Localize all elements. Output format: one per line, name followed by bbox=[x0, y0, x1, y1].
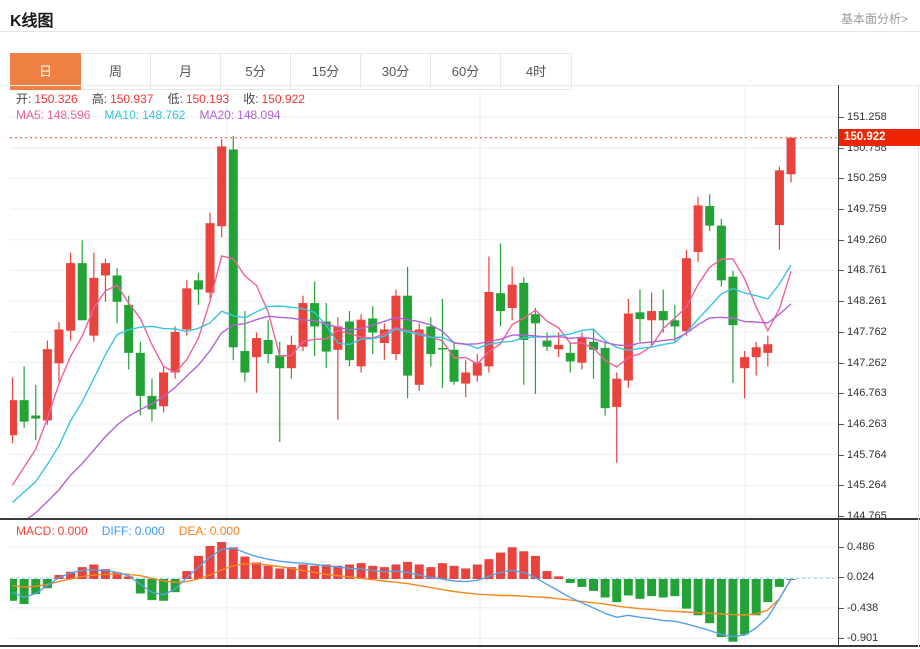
axis-tick bbox=[839, 331, 844, 333]
chart-top-border bbox=[0, 85, 920, 86]
axis-tick bbox=[839, 362, 844, 364]
price-axis-line bbox=[838, 85, 839, 647]
price-axis-label: 146.263 bbox=[847, 417, 887, 430]
axis-tick bbox=[839, 423, 844, 425]
axis-tick bbox=[839, 239, 844, 241]
tab-30分[interactable]: 30分 bbox=[361, 54, 431, 89]
readout-value: 0.000 bbox=[209, 524, 240, 538]
price-axis-label: 148.261 bbox=[847, 295, 887, 308]
ma-readout: MA5: 148.596 MA10: 148.762 MA20: 148.094 bbox=[16, 108, 295, 122]
price-axis-label: 151.258 bbox=[847, 111, 887, 123]
readout-label: MA10: bbox=[104, 108, 140, 122]
readout-label: DEA: bbox=[178, 524, 207, 538]
macd-axis-label: -0.901 bbox=[847, 632, 879, 645]
axis-tick bbox=[839, 577, 844, 579]
readout-value: 148.762 bbox=[142, 108, 186, 122]
readout-label: 高: bbox=[91, 92, 108, 106]
bottom-border bbox=[0, 645, 920, 647]
tab-4时[interactable]: 4时 bbox=[501, 54, 571, 89]
price-axis-label: 144.765 bbox=[847, 509, 887, 522]
readout-value: 148.094 bbox=[237, 108, 281, 122]
ohlc-readout: 开: 150.326 高: 150.937 低: 150.193 收: 150.922 bbox=[16, 90, 319, 107]
panel-separator bbox=[0, 518, 920, 520]
readout-label: 开: bbox=[16, 92, 32, 106]
readout-value: 0.000 bbox=[134, 524, 165, 538]
axis-tick bbox=[839, 454, 844, 456]
readout-label: MACD: bbox=[16, 524, 55, 538]
price-axis-label: 145.264 bbox=[847, 479, 887, 492]
axis-tick bbox=[839, 209, 844, 211]
readout-label: MA5: bbox=[16, 108, 45, 122]
axis-tick bbox=[839, 117, 844, 118]
tab-60分[interactable]: 60分 bbox=[431, 54, 501, 89]
tab-5分[interactable]: 5分 bbox=[221, 54, 291, 89]
macd-chart[interactable] bbox=[10, 520, 838, 646]
readout-value: 150.922 bbox=[261, 92, 305, 106]
macd-readout: MACD: 0.000 DIFF: 0.000 DEA: 0.000 bbox=[16, 524, 254, 538]
main-candlestick-chart[interactable] bbox=[10, 85, 838, 519]
axis-tick bbox=[839, 515, 844, 517]
readout-label: DIFF: bbox=[101, 524, 132, 538]
header-divider bbox=[0, 31, 920, 32]
readout-value: 150.193 bbox=[185, 92, 230, 106]
price-axis-label: 147.762 bbox=[847, 325, 887, 338]
axis-tick bbox=[839, 178, 844, 180]
axis-tick bbox=[839, 607, 844, 609]
readout-value: 150.937 bbox=[110, 92, 154, 106]
fundamental-analysis-link[interactable]: 基本面分析> bbox=[840, 12, 908, 26]
macd-axis-label: -0.438 bbox=[847, 601, 879, 614]
page-title: K线图 bbox=[10, 13, 54, 30]
tab-日[interactable]: 日 bbox=[10, 53, 81, 90]
axis-tick bbox=[839, 270, 844, 272]
readout-label: MA20: bbox=[199, 108, 235, 122]
axis-tick bbox=[839, 546, 844, 548]
axis-tick bbox=[839, 638, 844, 640]
readout-label: 收: bbox=[243, 92, 259, 106]
price-axis-label: 145.764 bbox=[847, 448, 887, 461]
axis-tick bbox=[839, 393, 844, 395]
timeframe-tabs: 日周月 5分 15分 30分 60分 4时 bbox=[10, 53, 572, 90]
macd-axis-label: 0.486 bbox=[847, 540, 875, 553]
readout-value: 148.596 bbox=[47, 108, 91, 122]
readout-label: 低: bbox=[167, 92, 183, 106]
right-border bbox=[918, 85, 919, 647]
readout-value: 0.000 bbox=[57, 524, 88, 538]
price-axis-label: 150.259 bbox=[847, 172, 887, 185]
price-axis-label: 149.260 bbox=[847, 233, 887, 246]
price-axis-label: 148.761 bbox=[847, 264, 887, 277]
readout-value: 150.326 bbox=[34, 92, 78, 106]
tab-周[interactable]: 周 bbox=[81, 54, 151, 89]
current-price-tag: 150.922 bbox=[839, 129, 920, 147]
price-axis-label: 149.759 bbox=[847, 203, 887, 216]
axis-tick bbox=[839, 485, 844, 487]
price-axis-label: 147.262 bbox=[847, 356, 887, 369]
macd-axis-label: 0.024 bbox=[847, 571, 875, 584]
tab-15分[interactable]: 15分 bbox=[291, 54, 361, 89]
axis-tick bbox=[839, 301, 844, 303]
tab-月[interactable]: 月 bbox=[151, 54, 221, 89]
price-axis-label: 146.763 bbox=[847, 387, 887, 400]
axis-tick bbox=[839, 147, 844, 149]
